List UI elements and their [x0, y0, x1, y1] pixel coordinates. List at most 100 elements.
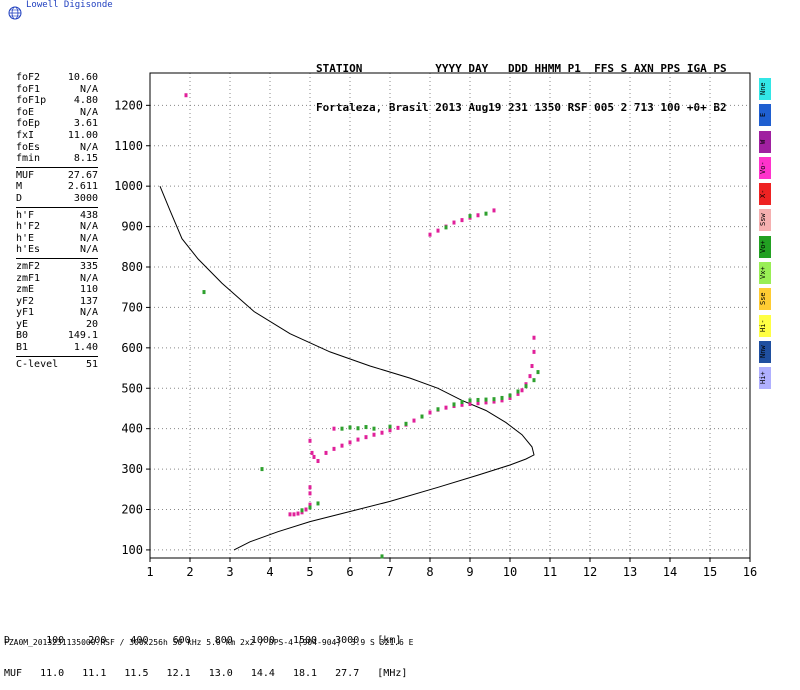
param-value: 51 [85, 358, 98, 370]
echo-point [460, 399, 464, 404]
plot-frame [149, 72, 751, 559]
x-tick-label: 3 [226, 565, 233, 579]
y-tick-label: 400 [121, 422, 143, 436]
param-row: zmF2 335 [16, 261, 98, 273]
echo-point [508, 393, 512, 398]
y-tick-label: 500 [121, 381, 143, 395]
legend-item: X- [759, 183, 771, 206]
echo-point [388, 424, 392, 429]
legend-item: E [759, 104, 771, 127]
echo-point [372, 426, 376, 431]
param-name: yF2 [16, 295, 35, 307]
param-row: foE N/A [16, 107, 98, 119]
param-value: 110 [79, 284, 98, 296]
y-tick-label: 300 [121, 462, 143, 476]
echo-point [308, 485, 312, 490]
echo-point [372, 432, 376, 437]
echo-point [340, 426, 344, 431]
param-row: h'E N/A [16, 233, 98, 245]
echo-point [308, 502, 312, 507]
param-value: 438 [79, 209, 98, 221]
param-name: foF1 [16, 83, 41, 95]
param-row: h'F 438 [16, 210, 98, 222]
param-separator [16, 166, 98, 168]
echo-point [356, 437, 360, 442]
ionogram-chart: 1 2 3 4 5 6 7 8 9 10 11 12 13 14 15 1610020030040050060… [114, 72, 757, 579]
param-name: zmF2 [16, 260, 41, 272]
echo-point [308, 505, 312, 510]
param-value: 149.1 [67, 330, 98, 342]
x-tick-label: 13 [623, 565, 637, 579]
y-tick-label: 800 [121, 260, 143, 274]
echo-point [380, 554, 384, 559]
param-name: foF1p [16, 95, 47, 107]
legend-item: Hi+ [759, 367, 771, 390]
y-tick-label: 1100 [114, 139, 143, 153]
echo-point [308, 491, 312, 496]
param-row: B0 149.1 [16, 330, 98, 342]
echo-point [468, 398, 472, 403]
echo-point [492, 397, 496, 402]
param-value: 3.61 [73, 118, 98, 130]
echo-point [348, 440, 352, 445]
echo-point [492, 399, 496, 404]
param-row: foF1 N/A [16, 84, 98, 96]
parameter-panel: foF2 10.60 foF1 N/A foF1p 4.80 foE N/A foEp 3.61 f… [16, 72, 98, 370]
param-row: h'F2 N/A [16, 221, 98, 233]
echo-point [484, 211, 488, 216]
x-tick-label: 10 [503, 565, 517, 579]
param-row: B1 1.40 [16, 342, 98, 354]
echo-point [300, 510, 304, 515]
param-value: N/A [79, 106, 98, 118]
muf-table-muf-row: MUF 11.0 11.1 11.5 12.1 13.0 14.4 18.1 2… [4, 668, 408, 679]
param-row: yE 20 [16, 319, 98, 331]
y-tick-label: 900 [121, 220, 143, 234]
param-separator [16, 355, 98, 357]
echo-point [460, 402, 464, 407]
x-tick-label: 7 [386, 565, 393, 579]
x-tick-label: 6 [346, 565, 353, 579]
param-name: D [16, 192, 23, 204]
y-tick-label: 200 [121, 503, 143, 517]
echo-point [468, 402, 472, 407]
echo-point [452, 402, 456, 407]
echo-point [388, 428, 392, 433]
x-tick-label: 15 [703, 565, 717, 579]
param-row: zmE 110 [16, 284, 98, 296]
echo-point [500, 398, 504, 403]
param-value: N/A [79, 232, 98, 244]
echo-point [460, 218, 464, 223]
param-row: yF1 N/A [16, 307, 98, 319]
echo-point [530, 364, 534, 369]
param-value: 3000 [73, 192, 98, 204]
echo-point [444, 225, 448, 230]
echo-point [396, 425, 400, 430]
echo-point [332, 446, 336, 451]
legend-item: Vo- [759, 156, 771, 179]
echo-point [476, 397, 480, 402]
station-header-line1: STATION YYYY DAY DDD HHMM P1 FFS S AXN P… [316, 62, 727, 75]
echo-point [476, 213, 480, 218]
echo-point [316, 459, 320, 463]
param-name: C-level [16, 358, 59, 370]
x-tick-label: 9 [466, 565, 473, 579]
param-row: MUF 27.67 [16, 170, 98, 182]
echo-point [428, 232, 432, 237]
x-tick-label: 11 [543, 565, 557, 579]
param-value: N/A [79, 244, 98, 256]
param-row: h'Es N/A [16, 244, 98, 256]
x-tick-label: 8 [426, 565, 433, 579]
y-tick-label: 1000 [114, 179, 143, 193]
param-value: 27.67 [67, 169, 98, 181]
param-value: 1.40 [73, 342, 98, 354]
echo-point [468, 214, 472, 219]
param-value: 335 [79, 260, 98, 272]
brand-name: Lowell Digisonde [26, 0, 113, 10]
param-row: C-level 51 [16, 359, 98, 371]
legend-item: Sse [759, 288, 771, 311]
y-tick-label: 1200 [114, 98, 143, 112]
echo-point [476, 401, 480, 406]
echo-point [436, 228, 440, 233]
param-value: N/A [79, 141, 98, 153]
echo-point [300, 508, 304, 513]
